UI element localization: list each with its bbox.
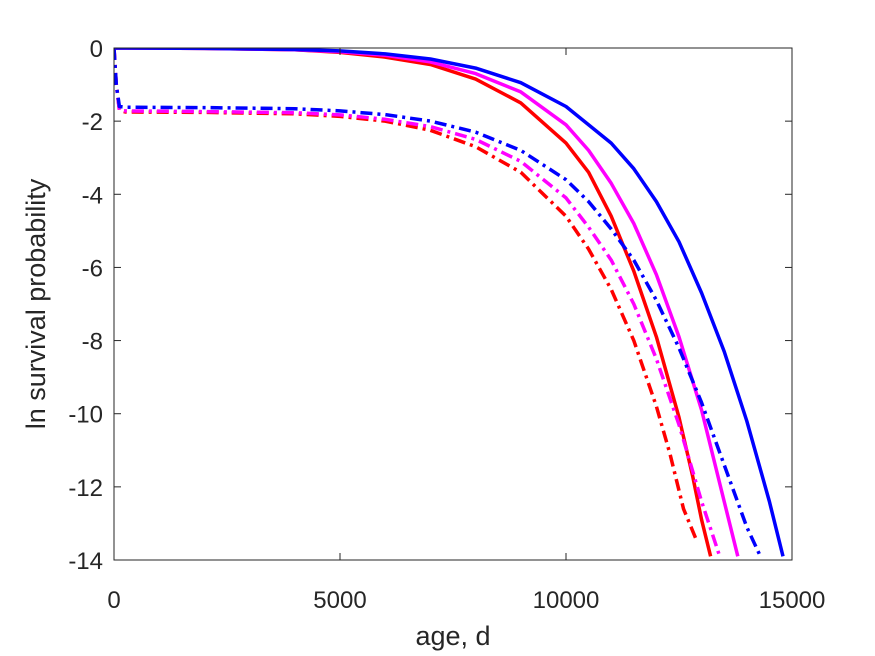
y-tick-label: -2: [82, 109, 103, 136]
series-line-5: [114, 48, 722, 557]
x-axis-label: age, d: [415, 621, 490, 651]
y-tick-label: -12: [68, 475, 103, 502]
y-tick-label: -6: [82, 255, 103, 282]
series-line-3: [114, 48, 785, 557]
x-tick-label: 15000: [759, 587, 826, 614]
y-tick-label: 0: [90, 36, 103, 63]
axes-box: [113, 47, 793, 561]
x-tick-label: 10000: [533, 587, 600, 614]
series-layer: [114, 48, 785, 558]
plot-area: [114, 48, 792, 560]
x-tick-label: 5000: [313, 587, 366, 614]
y-tick-label: -10: [68, 402, 103, 429]
y-tick-label: -4: [82, 182, 103, 209]
x-tick-label: 0: [107, 587, 120, 614]
tick-layer: 0 5000 10000 15000 0 -2 -4 -6 -8 -10 -12 -14: [68, 36, 825, 614]
y-axis-label: ln survival probability: [21, 178, 51, 429]
y-tick-label: -14: [68, 548, 103, 575]
y-tick-label: -8: [82, 329, 103, 356]
